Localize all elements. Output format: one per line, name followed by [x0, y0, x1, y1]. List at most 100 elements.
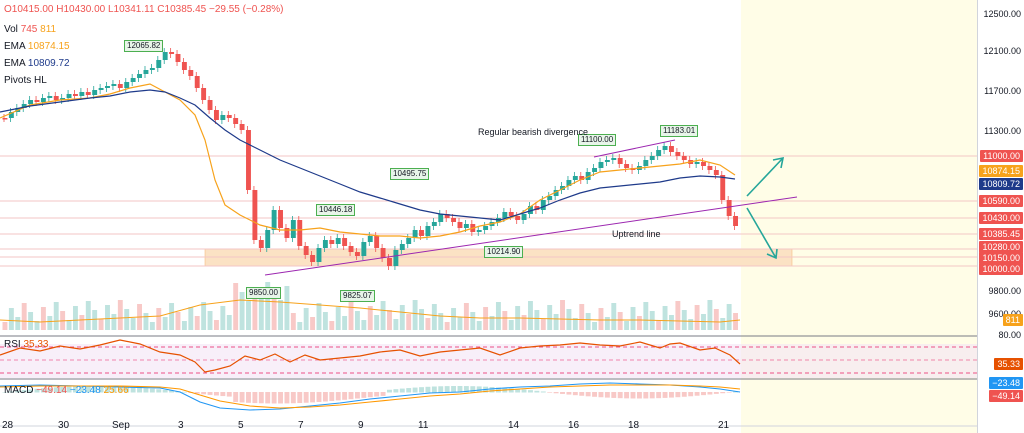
macd-bar: [528, 390, 533, 393]
uptrend-annotation: Uptrend line: [612, 229, 661, 239]
volume-legend[interactable]: Vol 745 811: [4, 24, 56, 36]
macd-bar: [380, 392, 386, 396]
price-axis-label: 11700.00: [984, 86, 1021, 96]
candle-body: [707, 166, 713, 170]
pivot-label: 10446.18: [316, 204, 356, 216]
candle-body: [28, 100, 34, 104]
volume-bar: [726, 304, 732, 330]
macd-bar: [649, 392, 655, 399]
pivot-label: 9825.07: [340, 290, 375, 302]
macd-legend[interactable]: MACD −49.14 −23.48 25.66: [4, 385, 129, 397]
macd-bar: [143, 388, 149, 393]
candle-body: [393, 250, 399, 266]
candle-body: [8, 112, 14, 118]
pivot-label: 10495.75: [390, 168, 430, 180]
candle-body: [476, 230, 482, 232]
macd-bar: [476, 386, 482, 393]
candle-body: [649, 156, 655, 160]
candle-body: [143, 70, 149, 74]
macd-bar: [252, 392, 258, 404]
macd-bar: [66, 386, 72, 393]
volume-bar: [393, 319, 399, 330]
volume-bar: [15, 317, 21, 330]
candle-body: [188, 70, 194, 76]
candle-body: [290, 220, 296, 238]
candle-body: [278, 210, 283, 228]
price-tag: 10385.45: [979, 228, 1023, 240]
candle-body: [553, 190, 559, 196]
macd-bar: [322, 392, 328, 402]
macd-bar: [98, 386, 104, 393]
macd-bar: [560, 392, 565, 394]
macd-bar: [707, 392, 713, 395]
volume-bar: [508, 320, 514, 330]
macd-bar: [105, 386, 110, 393]
candle-body: [303, 246, 309, 255]
candle-body: [213, 110, 219, 120]
macd-bar: [271, 392, 277, 404]
divergence-annotation: Regular bearish divergence: [478, 127, 589, 137]
macd-bar: [579, 392, 585, 396]
candle-body: [598, 162, 604, 168]
macd-bar: [399, 388, 405, 393]
candle-body: [47, 96, 53, 98]
volume-bar: [297, 322, 303, 330]
price-tag: 10430.00: [979, 212, 1023, 224]
candle-body: [361, 242, 367, 256]
volume-bar: [528, 301, 533, 330]
volume-bar: [598, 308, 604, 330]
macd-bar: [169, 390, 175, 393]
volume-bar: [688, 319, 694, 330]
volume-bar: [284, 286, 290, 330]
volume-bar: [425, 318, 431, 330]
candle-body: [540, 200, 546, 210]
candle-body: [521, 214, 527, 220]
volume-bar: [624, 321, 630, 330]
candle-body: [681, 156, 687, 160]
macd-bar: [688, 392, 694, 397]
volume-bar: [21, 303, 27, 330]
macd-bar: [720, 392, 726, 394]
macd-bar: [220, 392, 226, 397]
volume-bar: [656, 320, 662, 330]
macd-bar: [34, 388, 40, 393]
candle-body: [713, 170, 719, 175]
candle-body: [226, 115, 232, 118]
candle-body: [662, 146, 668, 150]
candle-body: [21, 104, 27, 108]
volume-bar: [194, 316, 200, 330]
ema2-legend[interactable]: EMA 10809.72: [4, 58, 70, 70]
macd-bar: [137, 387, 142, 393]
time-axis-label: 30: [58, 420, 70, 431]
price-axis[interactable]: 12500.0012100.0011700.0011300.009800.009…: [977, 0, 1024, 433]
volume-bar: [630, 307, 636, 330]
volume-bar: [278, 300, 283, 330]
volume-bar: [604, 317, 610, 330]
macd-bar: [566, 392, 572, 395]
volume-bar: [239, 292, 245, 330]
candle-body: [367, 236, 373, 242]
macd-bar: [598, 392, 604, 398]
macd-bar: [284, 392, 290, 404]
volume-bar: [451, 308, 457, 330]
rsi-legend[interactable]: RSI 35.33: [4, 339, 48, 351]
candle-body: [656, 150, 662, 156]
candle-body: [239, 124, 245, 130]
macd-bar: [438, 386, 444, 393]
ema1-legend[interactable]: EMA 10874.15: [4, 41, 70, 53]
candle-body: [508, 212, 514, 216]
candle-body: [694, 162, 700, 164]
macd-bar: [162, 389, 168, 393]
macd-bar: [431, 386, 437, 393]
volume-bar: [419, 309, 424, 330]
candle-body: [406, 238, 412, 244]
macd-bar: [547, 392, 553, 393]
pivots-legend[interactable]: Pivots HL: [4, 75, 47, 87]
volume-bar: [707, 300, 713, 330]
ema2-value: 10809.72: [27, 58, 70, 69]
macd-bar: [130, 387, 136, 393]
volume-bar: [733, 313, 738, 330]
volume-bar: [636, 316, 642, 330]
